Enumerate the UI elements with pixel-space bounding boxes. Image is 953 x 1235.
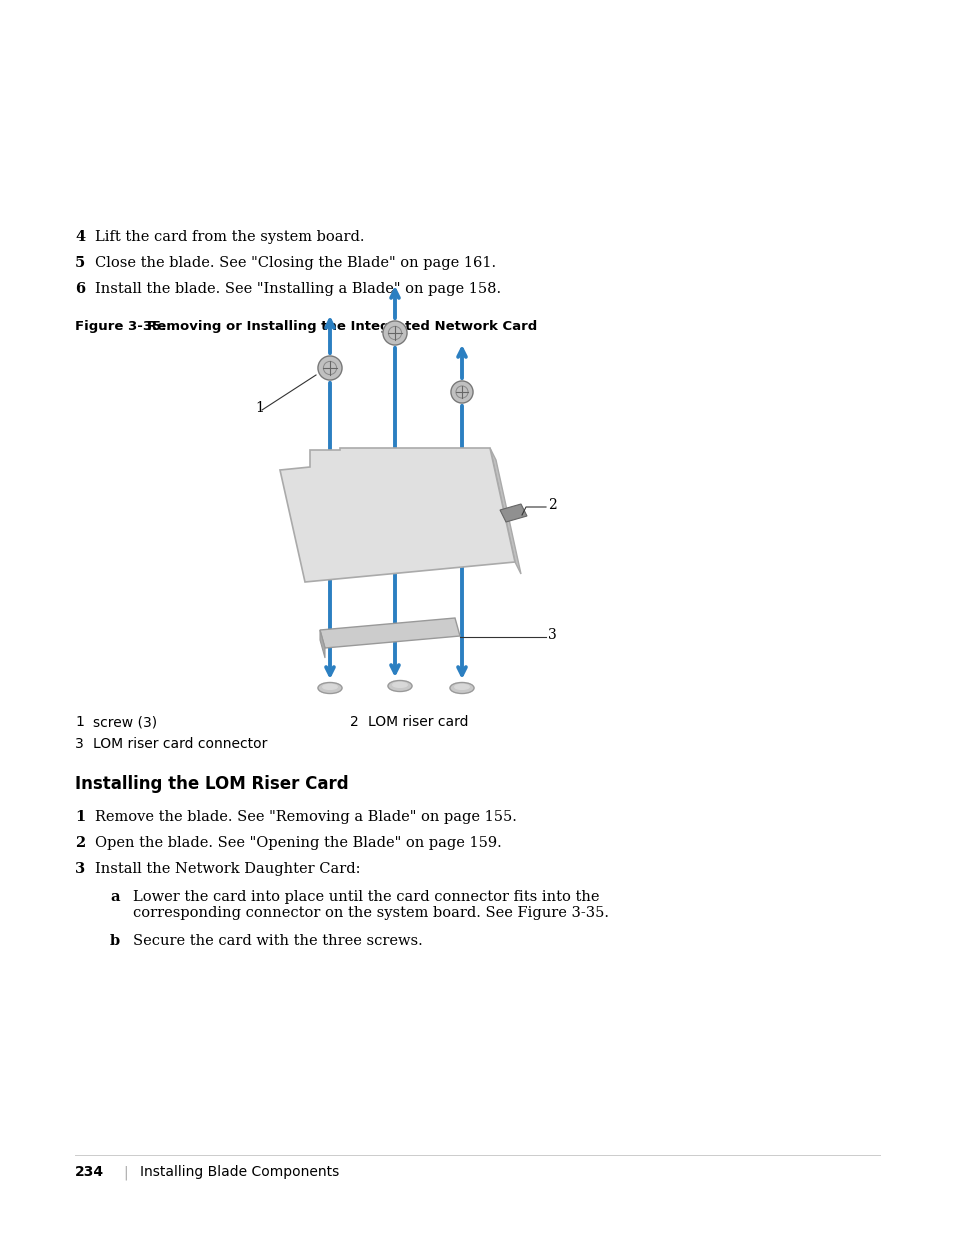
- Text: 6: 6: [75, 282, 85, 296]
- Polygon shape: [490, 448, 520, 574]
- Text: Install the Network Daughter Card:: Install the Network Daughter Card:: [95, 862, 360, 876]
- Text: 5: 5: [75, 256, 85, 270]
- Text: 3: 3: [75, 862, 85, 876]
- Polygon shape: [319, 618, 459, 648]
- Text: LOM riser card: LOM riser card: [368, 715, 468, 729]
- Ellipse shape: [388, 680, 412, 692]
- Polygon shape: [319, 630, 325, 658]
- Text: 1: 1: [75, 810, 85, 824]
- Circle shape: [451, 382, 473, 403]
- Text: 4: 4: [75, 230, 85, 245]
- Text: LOM riser card connector: LOM riser card connector: [92, 737, 267, 751]
- Text: Remove the blade. See "Removing a Blade" on page 155.: Remove the blade. See "Removing a Blade"…: [95, 810, 517, 824]
- Text: Lower the card into place until the card connector fits into the
corresponding c: Lower the card into place until the card…: [132, 890, 608, 920]
- Text: Removing or Installing the Integrated Network Card: Removing or Installing the Integrated Ne…: [147, 320, 537, 333]
- Circle shape: [382, 321, 407, 345]
- Text: 3: 3: [75, 737, 84, 751]
- Text: Close the blade. See "Closing the Blade" on page 161.: Close the blade. See "Closing the Blade"…: [95, 256, 496, 270]
- Text: 2: 2: [75, 836, 85, 850]
- Text: screw (3): screw (3): [92, 715, 157, 729]
- Text: 2: 2: [547, 498, 557, 513]
- Text: a: a: [110, 890, 119, 904]
- Ellipse shape: [317, 683, 341, 694]
- Text: Lift the card from the system board.: Lift the card from the system board.: [95, 230, 364, 245]
- Text: |: |: [123, 1165, 128, 1179]
- Polygon shape: [499, 504, 526, 522]
- Text: Installing the LOM Riser Card: Installing the LOM Riser Card: [75, 776, 348, 793]
- Circle shape: [317, 356, 341, 380]
- Text: b: b: [110, 934, 120, 948]
- Text: 1: 1: [75, 715, 84, 729]
- Text: Secure the card with the three screws.: Secure the card with the three screws.: [132, 934, 422, 948]
- Text: 3: 3: [547, 629, 557, 642]
- Text: 1: 1: [254, 401, 264, 415]
- Text: Figure 3-35.: Figure 3-35.: [75, 320, 166, 333]
- Text: Installing Blade Components: Installing Blade Components: [140, 1165, 339, 1179]
- Polygon shape: [280, 448, 515, 582]
- Text: 2: 2: [350, 715, 358, 729]
- Ellipse shape: [322, 684, 336, 689]
- Text: Open the blade. See "Opening the Blade" on page 159.: Open the blade. See "Opening the Blade" …: [95, 836, 501, 850]
- Ellipse shape: [455, 684, 469, 689]
- Ellipse shape: [393, 683, 407, 688]
- Ellipse shape: [450, 683, 474, 694]
- Text: Install the blade. See "Installing a Blade" on page 158.: Install the blade. See "Installing a Bla…: [95, 282, 500, 296]
- Text: 234: 234: [75, 1165, 104, 1179]
